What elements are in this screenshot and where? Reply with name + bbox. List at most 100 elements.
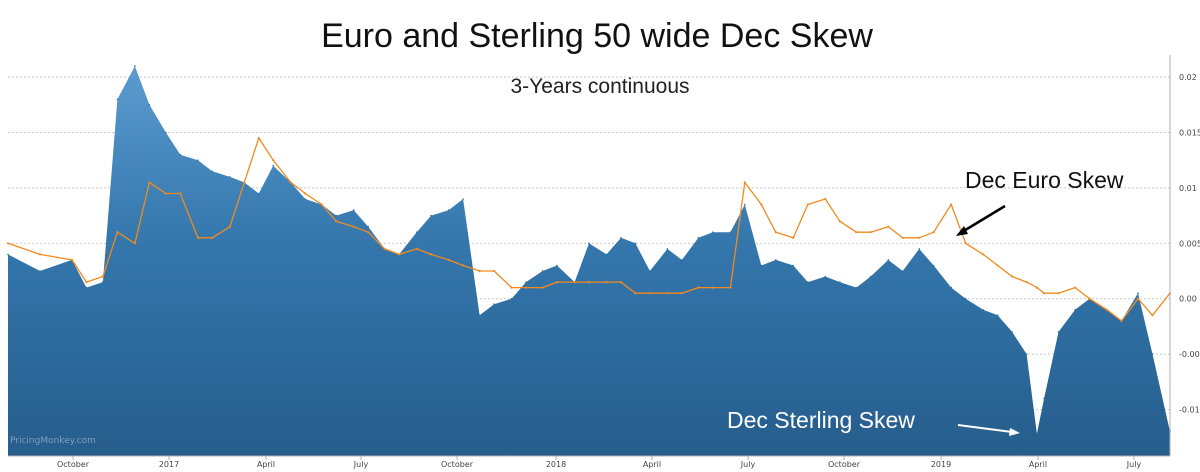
sterling-point	[807, 281, 809, 283]
euro-point	[918, 236, 921, 239]
euro-point	[148, 181, 151, 184]
sterling-point	[272, 165, 275, 167]
euro-point	[179, 192, 182, 195]
euro-point	[1057, 292, 1060, 295]
sterling-point	[760, 264, 763, 267]
euro-point	[1011, 275, 1014, 278]
sterling-point	[335, 214, 338, 217]
sterling-point	[430, 214, 432, 217]
euro-point	[792, 236, 795, 239]
euro-point	[887, 225, 890, 228]
sterling-point	[556, 264, 558, 267]
x-tick-label: October	[828, 460, 861, 469]
euro-point	[932, 231, 935, 234]
sterling-point	[415, 231, 418, 233]
euro-point	[133, 242, 136, 245]
euro-point	[462, 264, 465, 267]
annotation-euro-arrowhead	[956, 226, 968, 236]
x-tick-label: October	[57, 460, 90, 469]
euro-point	[950, 203, 953, 206]
x-tick-label: April	[257, 460, 275, 469]
sterling-point	[869, 275, 872, 278]
sterling-point	[620, 237, 622, 239]
euro-point	[869, 231, 872, 234]
euro-point	[1043, 292, 1046, 295]
x-tick-label: July	[353, 460, 369, 469]
euro-point	[1088, 297, 1091, 300]
y-tick-label: -0.005	[1179, 350, 1200, 359]
y-tick-label: 0.005	[1179, 239, 1200, 248]
euro-point	[398, 253, 401, 256]
euro-point	[634, 292, 637, 295]
sterling-point	[85, 286, 88, 289]
annotation-sterling-label: Dec Sterling Skew	[727, 407, 915, 433]
sterling-point	[197, 159, 199, 161]
euro-point	[211, 236, 214, 239]
euro-point	[555, 281, 559, 284]
euro-point	[982, 253, 985, 256]
sterling-point	[7, 253, 9, 256]
euro-point	[447, 258, 450, 261]
sterling-point	[478, 314, 481, 317]
sterling-point	[1011, 331, 1013, 333]
euro-point	[541, 286, 544, 289]
x-tick-label: April	[1029, 460, 1047, 469]
euro-point	[729, 286, 732, 289]
sterling-point	[964, 297, 967, 300]
euro-point	[228, 225, 231, 228]
chart-title: Euro and Sterling 50 wide Dec Skew	[321, 17, 873, 55]
sterling-point	[950, 286, 952, 289]
sterling-point	[352, 209, 355, 211]
euro-point	[697, 286, 700, 289]
sterling-point	[493, 303, 495, 306]
euro-point	[666, 292, 669, 295]
annotation-euro: Dec Euro Skew	[956, 167, 1124, 236]
euro-point	[996, 264, 999, 267]
sterling-point	[982, 309, 984, 311]
sterling-point	[1074, 309, 1076, 311]
annotation-sterling: Dec Sterling Skew	[727, 407, 1020, 436]
sterling-point	[775, 259, 777, 261]
x-axis: October 2017 April July October 2018 April July…	[8, 455, 1170, 469]
euro-point	[383, 247, 386, 250]
euro-point	[587, 281, 591, 284]
euro-point	[1151, 314, 1154, 317]
y-tick-label: 0.02	[1179, 73, 1197, 82]
euro-point	[605, 281, 608, 284]
x-tick-label: July	[1126, 460, 1142, 469]
sterling-point	[525, 281, 527, 283]
y-tick-label: 0.00	[1179, 295, 1197, 304]
y-axis: 0.02 0.015 0.01 0.005 0.00 -0.005 -0.01	[1169, 55, 1200, 456]
sterling-point	[649, 270, 651, 272]
euro-point	[1074, 286, 1077, 289]
euro-point	[478, 269, 481, 273]
euro-point	[335, 220, 338, 223]
sterling-point	[367, 225, 370, 228]
euro-point	[855, 231, 858, 234]
y-tick-label: 0.01	[1179, 184, 1197, 193]
euro-point	[430, 253, 433, 256]
euro-point	[711, 286, 714, 289]
euro-point	[352, 225, 355, 228]
euro-point	[257, 137, 260, 140]
x-tick-label: 2017	[159, 460, 179, 469]
sterling-point	[1036, 433, 1038, 435]
sterling-point	[134, 65, 136, 67]
euro-point	[510, 286, 513, 289]
sterling-point	[1043, 397, 1045, 400]
euro-point	[1136, 297, 1140, 300]
euro-point	[243, 181, 246, 184]
sterling-point	[1025, 353, 1028, 355]
sterling-point	[116, 98, 119, 101]
sterling-point	[510, 297, 513, 300]
euro-point	[304, 192, 307, 195]
sterling-point	[588, 242, 590, 245]
euro-point	[964, 242, 967, 245]
sterling-point	[462, 198, 464, 200]
sterling-point	[304, 198, 307, 200]
sterling-point	[918, 248, 920, 250]
euro-point	[70, 258, 74, 261]
euro-point	[760, 203, 763, 206]
sterling-point	[712, 231, 714, 233]
